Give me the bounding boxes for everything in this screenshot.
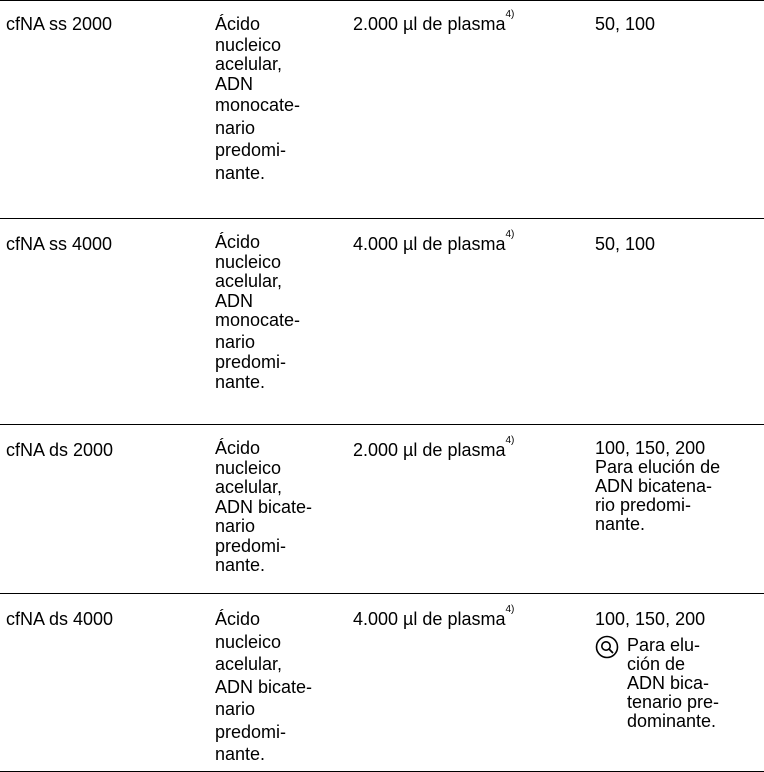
description-cell: Ácido nucleico acelular, ADN bicate- nar… [215, 438, 313, 575]
description-cell: Ácido nucleico acelular, ADN monocate- n… [215, 232, 301, 392]
table-row: cfNA ds 4000 Ácido nucleico acelular, AD… [0, 593, 764, 772]
table-row: cfNA ds 2000 Ácido nucleico acelular, AD… [0, 424, 764, 594]
elution-volumes: 100, 150, 200 Para elu- ción de ADN bica… [595, 594, 764, 772]
protocol-name: cfNA ds 4000 [6, 609, 114, 629]
sample-volume: 4.000 µl de plasma4) [353, 604, 515, 630]
sample-volume: 2.000 µl de plasma4) [353, 9, 515, 35]
protocol-name: cfNA ds 2000 [6, 440, 114, 460]
protocol-name: cfNA ss 4000 [6, 234, 113, 254]
sample-volume: 4.000 µl de plasma4) [353, 229, 515, 255]
elution-volumes: 100, 150, 200 Para elución de ADN bicate… [595, 438, 721, 534]
description-cell: Ácido nucleico acelular, ADN monocate- n… [215, 14, 301, 183]
note-text: Para elu- ción de ADN bica- tenario pre-… [627, 635, 720, 731]
elution-volumes: 50, 100 [595, 14, 656, 34]
table-row: cfNA ss 4000 Ácido nucleico acelular, AD… [0, 218, 764, 425]
description-cell: Ácido nucleico acelular, ADN bicate- nar… [215, 609, 313, 764]
protocol-name: cfNA ss 2000 [6, 14, 113, 34]
elution-volumes: 50, 100 [595, 234, 656, 254]
table-row: cfNA ss 2000 Ácido nucleico acelular, AD… [0, 0, 764, 219]
info-magnifier-icon [595, 635, 619, 659]
sample-volume: 2.000 µl de plasma4) [353, 435, 515, 461]
note-with-icon: Para elu- ción de ADN bica- tenario pre-… [595, 636, 764, 731]
